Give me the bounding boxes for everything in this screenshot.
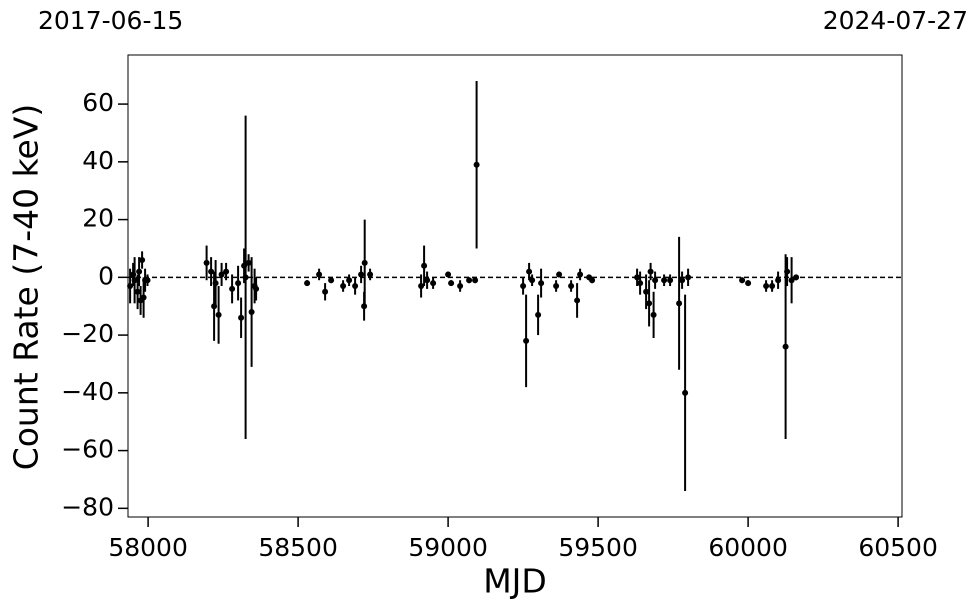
data-point: [430, 280, 437, 287]
data-point: [679, 277, 686, 284]
data-point: [445, 271, 452, 278]
data-point: [553, 283, 560, 289]
data-point: [215, 311, 222, 318]
data-point: [448, 280, 455, 287]
y-tick-label: 20: [82, 204, 114, 233]
data-point: [457, 283, 464, 289]
x-tick-label: 60500: [858, 533, 938, 562]
y-tick-label: 40: [82, 146, 114, 175]
data-point: [421, 262, 428, 269]
data-point: [218, 271, 225, 278]
data-point: [661, 277, 668, 284]
data-point: [361, 259, 368, 266]
data-point: [784, 268, 791, 275]
data-point: [529, 277, 536, 284]
data-point: [538, 280, 545, 287]
x-tick-label: 59500: [558, 533, 638, 562]
y-axis-label: Count Rate (7-40 keV): [7, 104, 46, 471]
data-point: [523, 337, 530, 344]
data-point: [253, 285, 260, 292]
data-point: [127, 283, 134, 289]
y-tick-label: 60: [82, 88, 114, 117]
data-point: [646, 300, 653, 307]
y-tick-label: −80: [61, 492, 114, 521]
data-point: [208, 268, 215, 275]
y-tick-label: −20: [61, 319, 114, 348]
y-tick-label: 0: [98, 261, 114, 290]
data-point: [136, 268, 143, 275]
data-point: [367, 271, 374, 278]
data-point: [782, 343, 789, 350]
data-point: [634, 274, 641, 281]
data-point: [520, 283, 527, 289]
data-point: [473, 161, 480, 168]
data-point: [643, 288, 650, 295]
x-axis-label: MJD: [483, 562, 547, 601]
data-point: [418, 283, 425, 289]
data-point: [647, 268, 654, 275]
data-point: [340, 283, 347, 289]
data-point: [316, 271, 323, 278]
data-point: [472, 277, 479, 284]
data-point: [589, 277, 596, 284]
y-tick-label: −60: [61, 435, 114, 464]
data-point: [775, 277, 782, 284]
data-point: [424, 277, 431, 284]
data-point: [667, 277, 674, 284]
data-point: [682, 389, 689, 396]
data-point: [322, 288, 329, 295]
top-right-label: 2024-07-27: [823, 6, 968, 35]
x-tick-label: 59000: [408, 533, 488, 562]
data-point: [134, 288, 141, 295]
data-point: [577, 271, 584, 278]
x-tick-label: 58000: [108, 533, 188, 562]
data-point: [248, 308, 255, 315]
data-point: [144, 277, 151, 284]
data-point: [788, 277, 795, 284]
top-left-label: 2017-06-15: [38, 6, 183, 35]
data-point: [526, 268, 533, 275]
data-point: [650, 311, 657, 318]
data-point: [245, 259, 252, 266]
data-point: [745, 280, 752, 287]
data-point: [769, 283, 776, 289]
data-point: [535, 311, 542, 318]
data-point: [140, 294, 147, 301]
data-point: [685, 274, 692, 281]
data-point: [235, 280, 242, 287]
data-point: [574, 297, 581, 304]
data-point: [346, 277, 353, 284]
data-point: [139, 257, 146, 264]
data-point: [352, 283, 359, 289]
data-point: [358, 271, 365, 278]
data-point: [466, 277, 473, 284]
data-point: [238, 314, 245, 321]
data-point: [676, 300, 683, 307]
data-point: [328, 277, 335, 284]
data-point: [763, 283, 770, 289]
data-point: [131, 277, 138, 284]
x-tick-label: 60000: [708, 533, 788, 562]
data-point: [242, 274, 249, 281]
data-point: [739, 277, 746, 284]
data-point: [229, 285, 236, 292]
y-tick-label: −40: [61, 377, 114, 406]
data-point: [304, 280, 311, 287]
data-point: [652, 277, 659, 284]
data-point: [223, 268, 230, 275]
data-point: [793, 274, 800, 281]
data-point: [203, 259, 210, 266]
data-point: [556, 271, 563, 278]
data-point: [212, 280, 219, 287]
data-point: [568, 283, 575, 289]
data-point: [637, 280, 644, 287]
x-tick-label: 58500: [258, 533, 338, 562]
